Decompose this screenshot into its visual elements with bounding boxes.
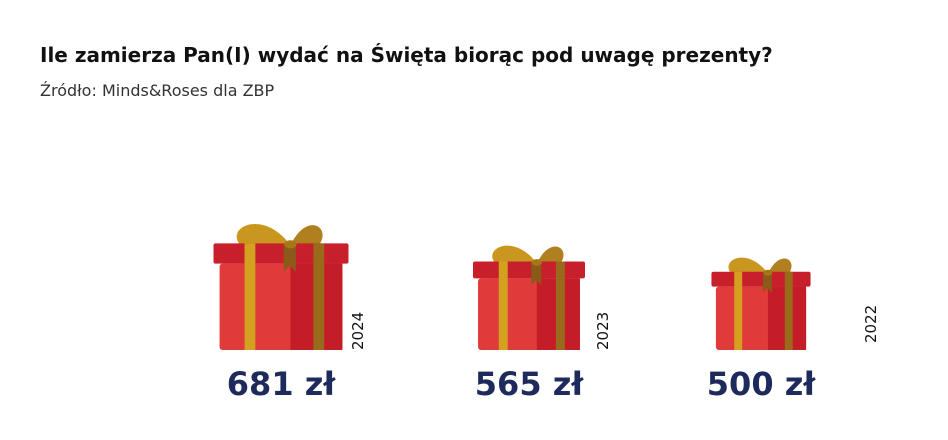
bow-knot [763, 269, 773, 276]
gift-lid [213, 243, 349, 264]
bow-knot [284, 240, 297, 249]
bow-loop [728, 257, 768, 274]
bow-loop [236, 224, 291, 246]
year-label: 2023 [594, 312, 612, 350]
value-label: 565 zł [475, 365, 585, 403]
year-label: 2024 [349, 312, 367, 350]
ribbon-tail [531, 261, 542, 286]
chart-title: Ile zamierza Pan(I) wydać na Święta bior… [40, 43, 773, 67]
ribbon [784, 271, 793, 350]
ribbon [498, 261, 508, 350]
gift-lid [711, 271, 811, 287]
bow-loop [767, 258, 792, 274]
ribbon-tail [283, 243, 296, 272]
value-label: 681 zł [227, 365, 337, 403]
gift [711, 257, 811, 350]
value-label: 500 zł [707, 365, 817, 403]
ribbon-tail [762, 271, 772, 293]
gift-lid [472, 261, 586, 279]
gift [213, 224, 349, 350]
ribbon [555, 261, 565, 350]
ribbon [313, 243, 325, 350]
chart-subtitle: Źródło: Minds&Roses dla ZBP [40, 81, 275, 100]
year-label: 2022 [862, 305, 880, 343]
ribbon [734, 271, 743, 350]
ribbon [244, 243, 256, 350]
gift [472, 245, 586, 350]
bow-loop [492, 245, 537, 264]
bow-loop [290, 225, 323, 246]
bow-knot [531, 259, 542, 266]
bow-loop [536, 246, 564, 264]
